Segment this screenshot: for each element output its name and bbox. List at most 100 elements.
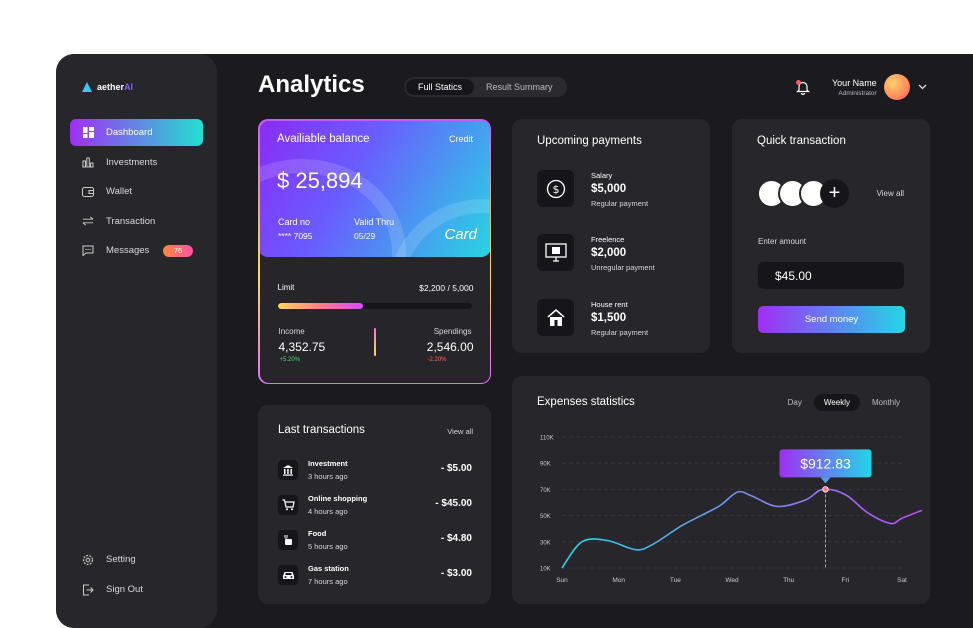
sidebar-item-label: Wallet — [106, 186, 133, 197]
sign-out-icon — [82, 584, 94, 596]
card-title: Availiable balance — [277, 133, 370, 145]
logo[interactable]: aetherAI — [82, 82, 133, 92]
add-contact-button[interactable]: + — [820, 179, 849, 208]
card-brand: Card — [444, 226, 477, 243]
quick-view-all-link[interactable]: View all — [876, 189, 904, 198]
list-item[interactable]: Investment 3 hours ago - $5.00 — [278, 459, 474, 485]
payment-label: Freelence — [591, 235, 625, 244]
x-tick-label: Sun — [556, 577, 568, 584]
sidebar-item-label: Messages — [106, 245, 150, 256]
y-tick-label: 50K — [540, 514, 551, 520]
payment-item[interactable]: $ Salary $5,000 Regular payment — [537, 170, 707, 210]
sidebar-item-sign-out[interactable]: Sign Out — [70, 576, 203, 603]
sidebar-item-label: Setting — [106, 554, 136, 565]
y-tick-label: 110K — [540, 436, 554, 442]
x-tick-label: Thu — [783, 577, 795, 584]
messages-badge: 76 — [163, 245, 193, 257]
last-view-all-link[interactable]: View all — [447, 427, 473, 436]
logo-icon — [82, 82, 92, 92]
payment-label: House rent — [591, 300, 628, 309]
limit-label: Limit — [277, 282, 295, 292]
highlight-point — [822, 486, 829, 493]
app-window: aetherAI Dashboard Investments Wallet — [56, 54, 973, 628]
transaction-amount: - $45.00 — [435, 498, 472, 509]
payment-item[interactable]: House rent $1,500 Regular payment — [537, 299, 707, 339]
last-transactions-panel: Last transactions View all Investment 3 … — [258, 405, 491, 604]
limit-value: $2,200 / 5,000 — [419, 282, 474, 293]
svg-text:$: $ — [552, 183, 559, 196]
cart-icon — [278, 495, 298, 515]
payment-item[interactable]: Freelence $2,000 Unregular payment — [537, 234, 707, 274]
tab-monthly[interactable]: Monthly — [871, 398, 900, 407]
y-tick-label: 70K — [540, 488, 551, 494]
sidebar-item-label: Investments — [106, 156, 158, 168]
y-tick-label: 10K — [540, 567, 551, 573]
list-item[interactable]: Food 5 hours ago - $4.80 — [278, 529, 474, 555]
credit-card[interactable]: Availiable balance Credit $ 25,894 Card … — [259, 120, 490, 257]
dashboard-icon — [82, 127, 94, 139]
quick-title: Quick transaction — [757, 135, 846, 147]
period-tabs: Day Weekly Monthly — [778, 394, 910, 411]
bank-icon — [278, 460, 298, 480]
last-title: Last transactions — [278, 424, 365, 436]
sidebar-item-label: Sign Out — [106, 584, 143, 595]
chat-icon — [82, 245, 94, 257]
card-balance: $ 25,894 — [277, 168, 363, 193]
house-icon — [537, 299, 574, 336]
balance-panel: Availiable balance Credit $ 25,894 Card … — [258, 119, 491, 384]
sidebar-item-transaction[interactable]: Transaction — [70, 208, 203, 235]
card-valid: 05/29 — [354, 231, 376, 241]
sidebar-nav: Dashboard Investments Wallet Transaction — [70, 119, 203, 267]
expenses-chart: 110K 90K 70K 50K 30K 10K Sun Mon Tue Wed Thu Fri Sat… — [540, 436, 923, 584]
sidebar-bottom: Setting Sign Out — [70, 546, 203, 606]
tab-full-statics[interactable]: Full Statics — [406, 79, 475, 95]
sidebar-item-messages[interactable]: Messages 76 — [70, 237, 203, 264]
list-item[interactable]: Gas station 7 hours ago - $3.00 — [278, 564, 474, 590]
expenses-panel: Expenses statistics Day Weekly Monthly 1… — [512, 376, 930, 604]
transaction-amount: - $3.00 — [440, 568, 472, 579]
expenses-title: Expenses statistics — [537, 396, 635, 408]
food-icon — [278, 530, 298, 550]
card-valid-label: Valid Thru — [354, 217, 395, 227]
tab-day[interactable]: Day — [787, 398, 802, 407]
transaction-name: Online shopping — [308, 494, 368, 503]
income-value: 4,352.75 — [278, 339, 326, 354]
tooltip-value: $912.83 — [800, 455, 851, 471]
bell-icon[interactable] — [796, 80, 810, 96]
sidebar-item-setting[interactable]: Setting — [70, 546, 203, 573]
payment-value: $5,000 — [591, 183, 627, 195]
transaction-amount: - $5.00 — [440, 463, 472, 474]
tab-weekly[interactable]: Weekly — [813, 394, 860, 411]
x-tick-label: Wed — [725, 577, 739, 584]
transaction-time: 5 hours ago — [308, 542, 348, 551]
tooltip-arrow — [820, 477, 831, 484]
sidebar-item-wallet[interactable]: Wallet — [70, 178, 203, 205]
list-item[interactable]: Online shopping 4 hours ago - $45.00 — [278, 494, 474, 520]
user-info: Your Name Administrator — [832, 78, 877, 97]
spendings-change: -2.20% — [427, 356, 447, 363]
spendings-value: 2,546.00 — [426, 339, 474, 354]
payment-sub: Regular payment — [591, 328, 649, 337]
transaction-time: 3 hours ago — [308, 472, 348, 481]
transfer-icon — [82, 215, 94, 227]
payment-sub: Unregular payment — [591, 263, 655, 272]
chevron-down-icon[interactable] — [918, 82, 927, 92]
sidebar-item-investments[interactable]: Investments — [70, 149, 203, 176]
transaction-name: Food — [308, 529, 327, 538]
gear-icon — [82, 554, 94, 566]
transaction-name: Gas station — [308, 564, 349, 573]
payment-value: $2,000 — [591, 247, 627, 259]
sidebar-item-dashboard[interactable]: Dashboard — [70, 119, 203, 146]
income-change: +5.20% — [279, 356, 301, 363]
x-tick-label: Fri — [842, 577, 850, 584]
card-number-label: Card no — [278, 217, 311, 227]
user-name: Your Name — [832, 77, 877, 88]
logo-brand: aether — [97, 82, 125, 92]
amount-input[interactable] — [758, 262, 904, 289]
divider — [373, 327, 376, 356]
tab-result-summary[interactable]: Result Summary — [486, 82, 553, 92]
avatar[interactable] — [883, 74, 910, 100]
sidebar-item-label: Transaction — [106, 215, 156, 227]
send-money-button[interactable]: Send money — [758, 306, 905, 333]
y-tick-label: 90K — [540, 462, 551, 468]
